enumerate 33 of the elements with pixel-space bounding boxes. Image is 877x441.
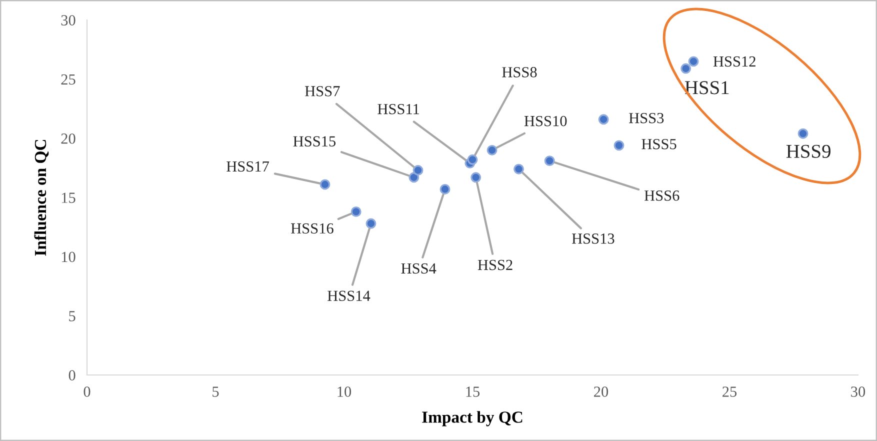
annotation: HSS7 <box>305 86 340 96</box>
annotation: HSS12 <box>713 56 756 67</box>
annotation: HSS5 <box>642 138 676 150</box>
annotation: HSS10 <box>524 116 567 126</box>
x-tick-label: 25 <box>722 386 737 397</box>
y-tick-label: 0 <box>68 370 76 380</box>
annotation: HSS16 <box>290 223 334 234</box>
y-tick-label: 20 <box>61 133 76 144</box>
annotation: HSS9 <box>786 144 830 158</box>
annotation: HSS11 <box>378 104 420 114</box>
x-axis-title: Impact by QC <box>422 411 522 426</box>
x-tick-label: 30 <box>851 386 866 397</box>
x-tick-label: 20 <box>594 386 608 397</box>
y-tick-label: 30 <box>61 15 76 26</box>
y-tick-label: 15 <box>62 192 76 203</box>
annotation: HSS3 <box>629 112 664 124</box>
annotation: HSS13 <box>572 233 614 244</box>
x-tick-label: 0 <box>84 386 90 397</box>
y-tick-label: 25 <box>61 74 76 85</box>
annotation: HSS2 <box>478 260 512 270</box>
x-tick-label: 10 <box>338 386 352 397</box>
annotation: HSS17 <box>226 161 269 172</box>
annotation: HSS14 <box>328 290 370 301</box>
annotation: HSS1 <box>684 81 729 94</box>
y-axis-title: Influence on QC <box>34 140 49 256</box>
x-tick-label: 5 <box>212 386 219 397</box>
y-tick-label: 5 <box>69 311 76 322</box>
annotation: HSS15 <box>293 136 336 146</box>
x-tick-label: 15 <box>466 386 480 397</box>
y-tick-label: 10 <box>62 252 76 262</box>
annotation: HSS4 <box>401 263 436 274</box>
annotation: HSS6 <box>644 190 680 201</box>
annotation: HSS8 <box>502 67 537 78</box>
